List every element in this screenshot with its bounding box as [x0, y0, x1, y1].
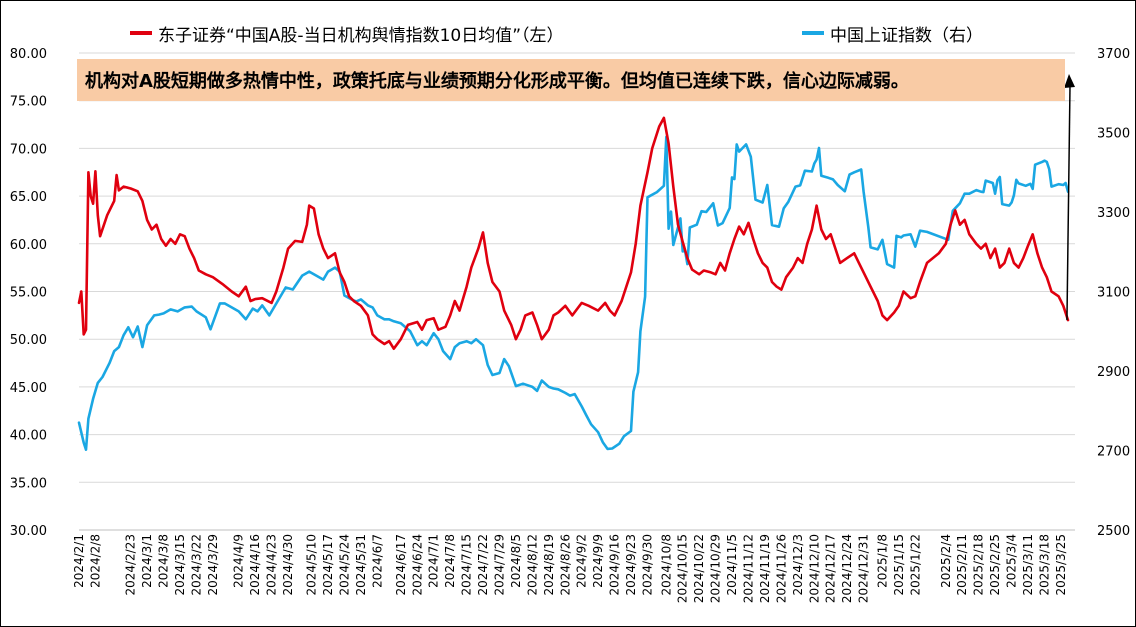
x-tick-label: 2024/6/17 — [394, 534, 408, 596]
x-tick-label: 2024/12/24 — [840, 534, 854, 603]
legend-item-index: 中国上证指数（右） — [802, 22, 983, 46]
x-tick-label: 2024/12/3 — [791, 534, 805, 596]
x-tick-label: 2024/7/29 — [492, 534, 506, 596]
left-tick-label: 65.00 — [10, 190, 47, 205]
x-tick-label: 2024/6/7 — [370, 534, 384, 588]
x-tick-label: 2025/2/4 — [939, 534, 953, 588]
x-tick-label: 2024/3/8 — [157, 534, 171, 588]
right-tick-label: 2700 — [1097, 445, 1130, 460]
left-tick-label: 60.00 — [10, 238, 47, 253]
x-tick-label: 2024/3/1 — [140, 534, 154, 588]
left-tick-label: 75.00 — [10, 95, 47, 110]
legend-label-index: 中国上证指数（右） — [830, 25, 983, 46]
right-tick-label: 3100 — [1097, 286, 1130, 301]
x-tick-label: 2024/5/10 — [305, 534, 319, 596]
x-tick-label: 2024/9/16 — [608, 534, 622, 596]
legend-swatch-blue — [802, 31, 824, 35]
left-tick-label: 50.00 — [10, 333, 47, 348]
x-tick-label: 2024/11/5 — [725, 534, 739, 596]
x-tick-label: 2024/7/22 — [476, 534, 490, 596]
series-lines — [77, 116, 1070, 452]
x-tick-label: 2024/10/22 — [692, 534, 706, 603]
x-tick-label: 2024/4/9 — [232, 534, 246, 588]
x-tick-label: 2024/8/5 — [509, 534, 523, 588]
x-tick-label: 2024/3/22 — [189, 534, 203, 596]
x-tick-label: 2024/7/1 — [427, 534, 441, 588]
x-tick-label: 2024/7/15 — [460, 534, 474, 596]
right-tick-label: 3500 — [1097, 127, 1130, 142]
x-tick-label: 2025/3/11 — [1021, 534, 1035, 596]
x-tick-label: 2025/2/18 — [972, 534, 986, 596]
x-tick-label: 2025/1/22 — [908, 534, 922, 596]
x-tick-label: 2024/10/8 — [659, 534, 673, 596]
x-tick-label: 2024/11/12 — [741, 534, 755, 603]
x-tick-label: 2024/11/19 — [758, 534, 772, 603]
x-tick-label: 2024/11/26 — [774, 534, 788, 603]
right-tick-label: 3700 — [1097, 47, 1130, 62]
x-tick-label: 2024/12/10 — [807, 534, 821, 603]
x-tick-label: 2025/2/11 — [955, 534, 969, 596]
left-tick-label: 45.00 — [10, 381, 47, 396]
arrow-shaft — [1066, 85, 1071, 321]
x-tick-label: 2024/4/16 — [248, 534, 262, 596]
x-tick-label: 2024/6/24 — [410, 534, 424, 596]
x-tick-label: 2024/12/31 — [857, 534, 871, 603]
x-tick-label: 2025/2/25 — [988, 534, 1002, 596]
right-tick-label: 2500 — [1097, 524, 1130, 539]
legend-item-sentiment: 东子证券“中国A股-当日机构舆情指数10日均值”（左） — [130, 22, 564, 46]
x-tick-label: 2024/9/9 — [591, 534, 605, 588]
x-tick-label: 2024/2/1 — [72, 534, 86, 588]
right-axis: 2500 2700 2900 3100 3300 3500 3700 — [1097, 47, 1130, 539]
left-tick-label: 35.00 — [10, 476, 47, 491]
x-tick-label: 2025/3/25 — [1054, 534, 1068, 596]
x-tick-label: 2024/4/30 — [281, 534, 295, 596]
annotation-box: 机构对A股短期做多热情中性，政策托底与业绩预期分化形成平衡。但均值已连续下跌，信… — [77, 59, 1065, 101]
x-tick-label: 2024/3/29 — [206, 534, 220, 596]
x-tick-label: 2024/7/8 — [443, 534, 457, 588]
x-tick-label: 2024/10/15 — [676, 534, 690, 603]
left-tick-label: 80.00 — [10, 47, 47, 62]
x-tick-label: 2025/3/4 — [1005, 534, 1019, 588]
left-tick-label: 70.00 — [10, 142, 47, 157]
x-tick-label: 2024/9/30 — [640, 534, 654, 596]
left-axis: 30.00 35.00 40.00 45.00 50.00 55.00 60.00 65.00… — [10, 47, 47, 539]
x-tick-label: 2024/2/8 — [88, 534, 102, 588]
sentiment-line — [77, 116, 1070, 351]
annotation-arrow — [1064, 74, 1075, 321]
annotation-text: 机构对A股短期做多热情中性，政策托底与业绩预期分化形成平衡。但均值已连续下跌，信… — [85, 71, 909, 92]
x-tick-label: 2024/10/29 — [709, 534, 723, 603]
left-tick-label: 30.00 — [10, 524, 47, 539]
x-tick-label: 2024/5/17 — [321, 534, 335, 596]
x-tick-label: 2024/5/31 — [354, 534, 368, 596]
arrow-head — [1064, 74, 1075, 88]
x-tick-label: 2025/1/15 — [892, 534, 906, 596]
x-tick-label: 2024/3/15 — [173, 534, 187, 596]
right-tick-label: 2900 — [1097, 365, 1130, 380]
index-line — [77, 135, 1070, 452]
legend-swatch-red — [130, 31, 152, 35]
right-tick-label: 3300 — [1097, 206, 1130, 221]
x-tick-label: 2025/3/18 — [1037, 534, 1051, 596]
x-tick-label: 2024/2/23 — [124, 534, 138, 596]
legend-label-sentiment: 东子证券“中国A股-当日机构舆情指数10日均值”（左） — [158, 25, 564, 46]
x-tick-label: 2024/9/2 — [575, 534, 589, 588]
x-tick-label: 2024/8/26 — [558, 534, 572, 596]
x-tick-label: 2024/5/24 — [337, 534, 351, 596]
x-tick-label: 2024/4/23 — [265, 534, 279, 596]
x-tick-label: 2024/8/19 — [542, 534, 556, 596]
x-tick-label: 2024/9/23 — [624, 534, 638, 596]
x-tick-label: 2024/8/12 — [525, 534, 539, 596]
left-tick-label: 55.00 — [10, 286, 47, 301]
x-tick-label: 2025/1/8 — [875, 534, 889, 588]
left-tick-label: 40.00 — [10, 429, 47, 444]
x-tick-label: 2024/12/17 — [824, 534, 838, 603]
x-axis: 2024/2/1 2024/2/8 2024/2/23 2024/3/1 2024/3/… — [72, 529, 1075, 603]
